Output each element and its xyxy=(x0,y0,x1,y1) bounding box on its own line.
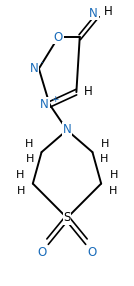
Text: O: O xyxy=(54,31,63,44)
Text: H: H xyxy=(24,139,33,148)
Text: N: N xyxy=(40,98,49,111)
Text: N: N xyxy=(63,123,71,136)
Text: N: N xyxy=(89,7,98,20)
Text: H: H xyxy=(26,154,34,164)
Text: H: H xyxy=(110,170,118,180)
Text: O: O xyxy=(37,246,46,259)
Text: H: H xyxy=(101,139,109,148)
Text: S: S xyxy=(63,211,71,225)
Text: H: H xyxy=(84,85,93,98)
Text: H: H xyxy=(109,186,117,196)
Text: +: + xyxy=(51,95,58,104)
Text: N: N xyxy=(29,62,38,75)
Text: ·: · xyxy=(40,57,44,70)
Text: H: H xyxy=(16,170,24,180)
Text: H: H xyxy=(17,186,25,196)
Text: H: H xyxy=(104,5,113,18)
Text: H: H xyxy=(100,154,108,164)
Text: O: O xyxy=(88,246,97,259)
